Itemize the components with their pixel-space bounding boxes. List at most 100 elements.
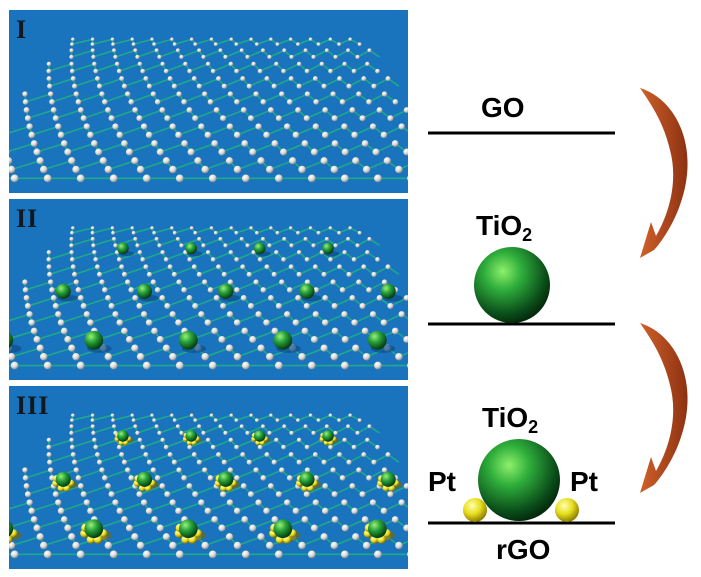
panel-label-1: I <box>16 15 28 44</box>
carbon-atom <box>69 437 74 443</box>
carbon-atom <box>268 295 274 301</box>
carbon-atom <box>46 257 52 262</box>
carbon-atom <box>110 413 115 418</box>
carbon-atom <box>90 413 95 418</box>
carbon-atom <box>330 91 336 97</box>
carbon-atom <box>312 76 318 82</box>
carbon-atom <box>233 507 241 515</box>
carbon-atom <box>162 157 171 165</box>
carbon-atom <box>307 550 316 559</box>
carbon-atom <box>289 413 293 418</box>
carbon-atom <box>211 327 219 335</box>
carbon-atom <box>296 437 302 443</box>
carbon-atom <box>268 483 274 489</box>
carbon-atom <box>151 516 158 523</box>
carbon-atom <box>331 140 339 147</box>
carbon-atom <box>264 264 270 270</box>
tio2-label-2: TiO2 <box>482 404 538 437</box>
carbon-atom <box>337 452 343 458</box>
carbon-atom <box>233 165 242 174</box>
carbon-atom <box>111 231 115 235</box>
carbon-atom <box>246 459 252 465</box>
carbon-atom <box>77 483 84 489</box>
carbon-atom <box>398 311 405 318</box>
carbon-atom <box>348 413 352 418</box>
graphene-sheet-1 <box>9 37 408 183</box>
carbon-atom <box>102 99 108 105</box>
carbon-atom <box>234 444 239 450</box>
carbon-atom <box>170 226 174 230</box>
carbon-atom <box>28 131 35 139</box>
carbon-atom <box>130 37 135 42</box>
carbon-atom <box>76 361 85 370</box>
carbon-atom <box>387 303 394 310</box>
carbon-atom <box>339 287 346 293</box>
carbon-atom <box>108 115 115 122</box>
carbon-atom <box>220 491 227 498</box>
carbon-atom <box>201 243 206 248</box>
carbon-atom <box>143 264 149 270</box>
carbon-atom <box>352 533 360 541</box>
pt-label-left: Pt <box>428 466 456 497</box>
carbon-atom <box>196 459 202 465</box>
carbon-atom <box>359 491 366 498</box>
carbon-atom <box>240 107 247 113</box>
carbon-atom <box>241 327 249 335</box>
carbon-atom <box>201 353 209 361</box>
carbon-atom <box>374 550 382 559</box>
carbon-atom <box>22 475 29 481</box>
carbon-atom <box>92 250 97 255</box>
carbon-atom <box>296 231 300 235</box>
carbon-atom <box>133 424 138 429</box>
carbon-atom <box>316 231 321 235</box>
carbon-atom <box>341 499 348 506</box>
carbon-atom <box>247 115 255 122</box>
carbon-atom <box>22 99 29 105</box>
carbon-atom <box>220 115 227 122</box>
carbon-atom <box>140 257 146 262</box>
carbon-atom <box>280 148 288 156</box>
carbon-atom <box>72 541 80 550</box>
carbon-atom <box>341 123 348 130</box>
carbon-atom <box>356 279 362 285</box>
carbon-atom <box>381 91 388 97</box>
carbon-bonds <box>9 38 408 180</box>
carbon-atom <box>135 54 140 60</box>
carbon-atom <box>357 231 362 235</box>
carbon-atom <box>263 131 270 139</box>
schematic-drawing <box>428 88 688 525</box>
carbon-atom <box>87 507 94 515</box>
carbon-atom <box>172 418 177 423</box>
tio2-nanoparticle <box>273 330 293 350</box>
carbon-atom <box>328 257 333 262</box>
carbon-atom <box>140 311 148 318</box>
carbon-atom <box>253 467 259 473</box>
tio2-nanoparticle <box>9 332 14 348</box>
carbon-atom <box>90 226 95 230</box>
panel-pt-tio2-rgo: III <box>9 386 408 569</box>
carbon-atom <box>164 491 171 498</box>
carbon-atom <box>261 424 266 429</box>
carbon-atom <box>333 430 338 436</box>
carbon-atom <box>57 131 65 139</box>
carbon-atom <box>226 311 234 318</box>
carbon-atom <box>30 516 38 523</box>
carbon-atom <box>385 76 391 82</box>
carbon-atom <box>179 430 184 436</box>
carbon-atom <box>328 444 333 450</box>
carbon-atom <box>374 174 382 183</box>
carbon-atom <box>359 303 366 310</box>
carbon-atom <box>175 507 182 515</box>
carbon-atom <box>271 459 277 465</box>
carbon-atom <box>284 311 291 318</box>
carbon-atom <box>93 68 99 74</box>
carbon-atom <box>223 430 228 436</box>
carbon-atom <box>355 243 360 248</box>
carbon-atom <box>229 413 234 418</box>
tio2-particles <box>9 242 403 353</box>
carbon-atom <box>69 68 75 74</box>
carbon-atom <box>116 68 122 74</box>
carbon-atom <box>395 541 403 550</box>
carbon-atom <box>366 475 372 481</box>
carbon-atom <box>125 336 133 343</box>
